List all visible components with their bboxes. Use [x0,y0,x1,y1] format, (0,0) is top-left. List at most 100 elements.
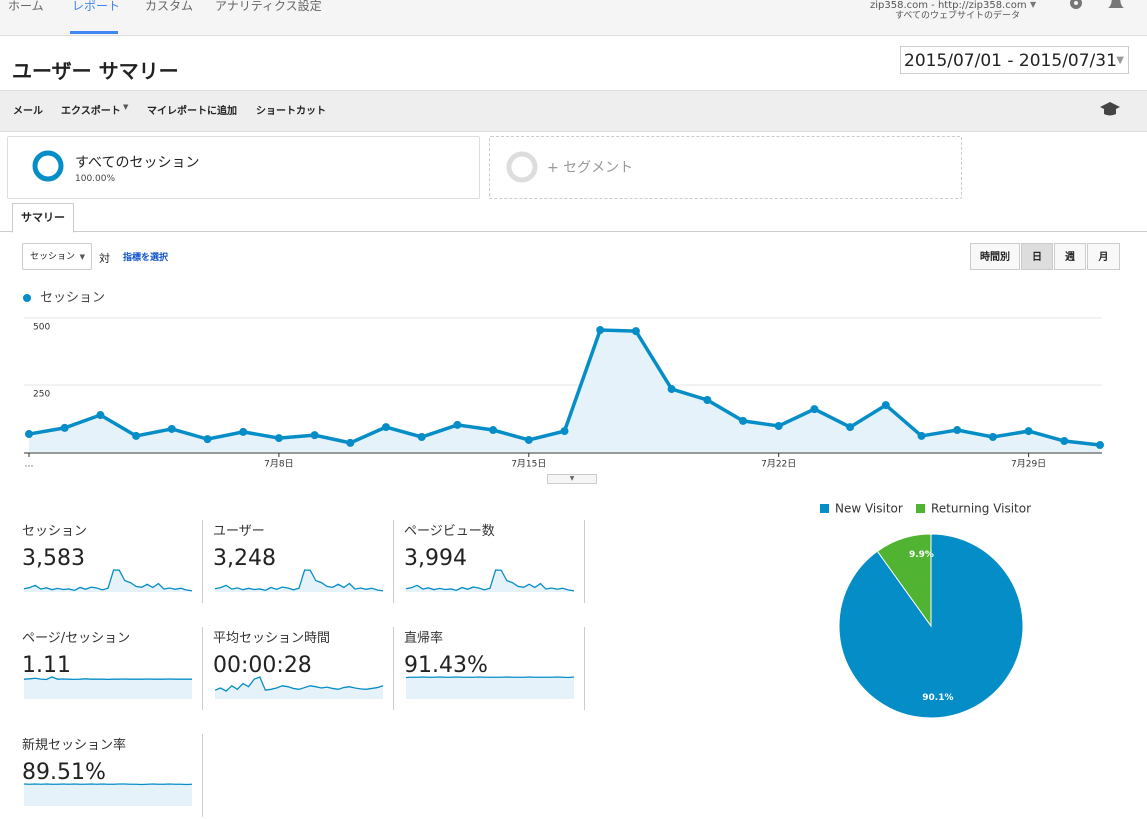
scorecard-value: 3,994 [404,546,467,571]
data-point [310,431,319,440]
data-point [1024,427,1033,436]
pie-value-label: 9.9% [909,550,934,560]
date-range[interactable]: 2015/07/01 - 2015/07/31 ▼ [900,46,1129,74]
sparkline-area [24,784,192,806]
bell-icon[interactable] [1108,0,1124,8]
scorecard-value: 3,248 [213,546,276,571]
account-name: zip358.com - http://zip358.com [870,0,1027,11]
data-point [96,411,105,420]
toolbar-item[interactable]: ショートカット [256,106,326,117]
sparkline-area [215,677,383,699]
scorecard-label: 直帰率 [404,631,444,646]
legend-swatch [820,504,829,513]
legend-dot [23,294,31,302]
sparkline-area [406,677,574,699]
data-point [881,401,890,410]
data-point [60,423,69,432]
scorecard-label: ページビュー数 [404,524,495,539]
granularity-button[interactable]: 月 [1087,243,1120,270]
view-name: すべてのウェブサイトのデータ [894,11,1020,21]
legend-label: セッション [40,291,105,306]
add-segment-text: + セグメント [547,160,634,176]
data-point [274,434,283,443]
data-point [132,431,141,440]
x-tick-label: 7月22日 [761,459,796,470]
export-caret: ▼ [123,103,129,111]
segment-percent: 100.00% [75,174,116,184]
nav-tab[interactable]: レポート [72,0,121,13]
scorecard-label: セッション [22,524,88,539]
date-caret: ▼ [1116,55,1124,66]
legend-swatch [916,504,925,513]
data-point [596,326,605,335]
y-tick-label: 250 [33,390,50,400]
pie-value-label: 90.1% [922,693,953,703]
data-point [25,430,33,439]
date-text: 2015/07/01 - 2015/07/31 [904,51,1117,71]
scorecard-label: 新規セッション率 [22,738,127,753]
tab-line [0,231,1147,232]
data-point [631,327,640,336]
cap-shape [1100,102,1120,116]
data-point [203,435,212,444]
data-point [489,426,498,435]
pie-slice [838,533,1024,719]
scorecard-value: 89.51% [22,760,106,785]
granularity-button[interactable]: 週 [1054,243,1086,270]
segment-card[interactable] [7,136,480,199]
scorecard-label: ページ/セッション [22,631,131,646]
granularity-button[interactable]: 時間別 [970,243,1020,270]
data-point [239,427,248,436]
data-point [524,435,533,444]
scorecard-value: 1.11 [22,653,71,678]
nav-tab[interactable]: カスタム [145,0,194,13]
data-point [167,424,176,433]
data-point [453,420,462,429]
data-point [417,432,426,441]
scorecard-value: 3,583 [22,546,85,571]
data-point [774,422,783,431]
add-segment[interactable] [489,136,962,199]
x-tick-label: … [25,460,34,470]
help-icon[interactable] [1098,100,1122,118]
data-point [560,427,569,436]
data-point [988,432,997,441]
summary-tab[interactable]: サマリー [12,203,74,233]
sparkline [23,676,192,681]
account-caret[interactable]: ▼ [1030,0,1037,9]
gear-hole [1074,1,1078,5]
legend-label: Returning Visitor [931,502,1031,516]
legend-label: New Visitor [835,502,903,516]
select-caret: ▼ [79,253,85,261]
toolbar-item[interactable]: エクスポート [61,106,121,117]
toolbar-item[interactable]: メール [13,106,43,117]
data-point [810,405,819,414]
segment-name: すべてのセッション [75,155,200,171]
metric-text: セッション [30,252,76,262]
y-tick-label: 500 [33,323,50,333]
ring [506,151,538,183]
data-point [1096,441,1104,450]
nav-tab[interactable]: ホーム [8,0,44,13]
toolbar [0,90,1147,132]
metric-select[interactable]: セッション ▼ [22,243,92,270]
toolbar-item[interactable]: マイレポートに追加 [147,106,237,117]
data-point [1060,437,1069,446]
scorecard-value: 00:00:28 [213,653,312,678]
scorecard-label: 平均セッション時間 [213,631,331,646]
pie-slice [876,533,932,628]
granularity-button[interactable]: 日 [1021,243,1053,270]
sparkline [214,569,384,592]
sparkline [214,676,384,692]
account[interactable]: zip358.com - http://zip358.com すべてのウェブサイ… [870,0,1027,22]
select-metric-link[interactable]: 指標を選択 [123,253,169,263]
chart-toggle[interactable]: ▼ [547,474,597,484]
add-segment-ring [506,151,538,183]
data-point [953,426,962,435]
scorecard-value: 91.43% [404,653,488,678]
data-point [739,416,747,425]
sparkline [405,569,575,592]
segment-donut [32,150,64,182]
nav-tab[interactable]: アナリティクス設定 [215,0,322,13]
